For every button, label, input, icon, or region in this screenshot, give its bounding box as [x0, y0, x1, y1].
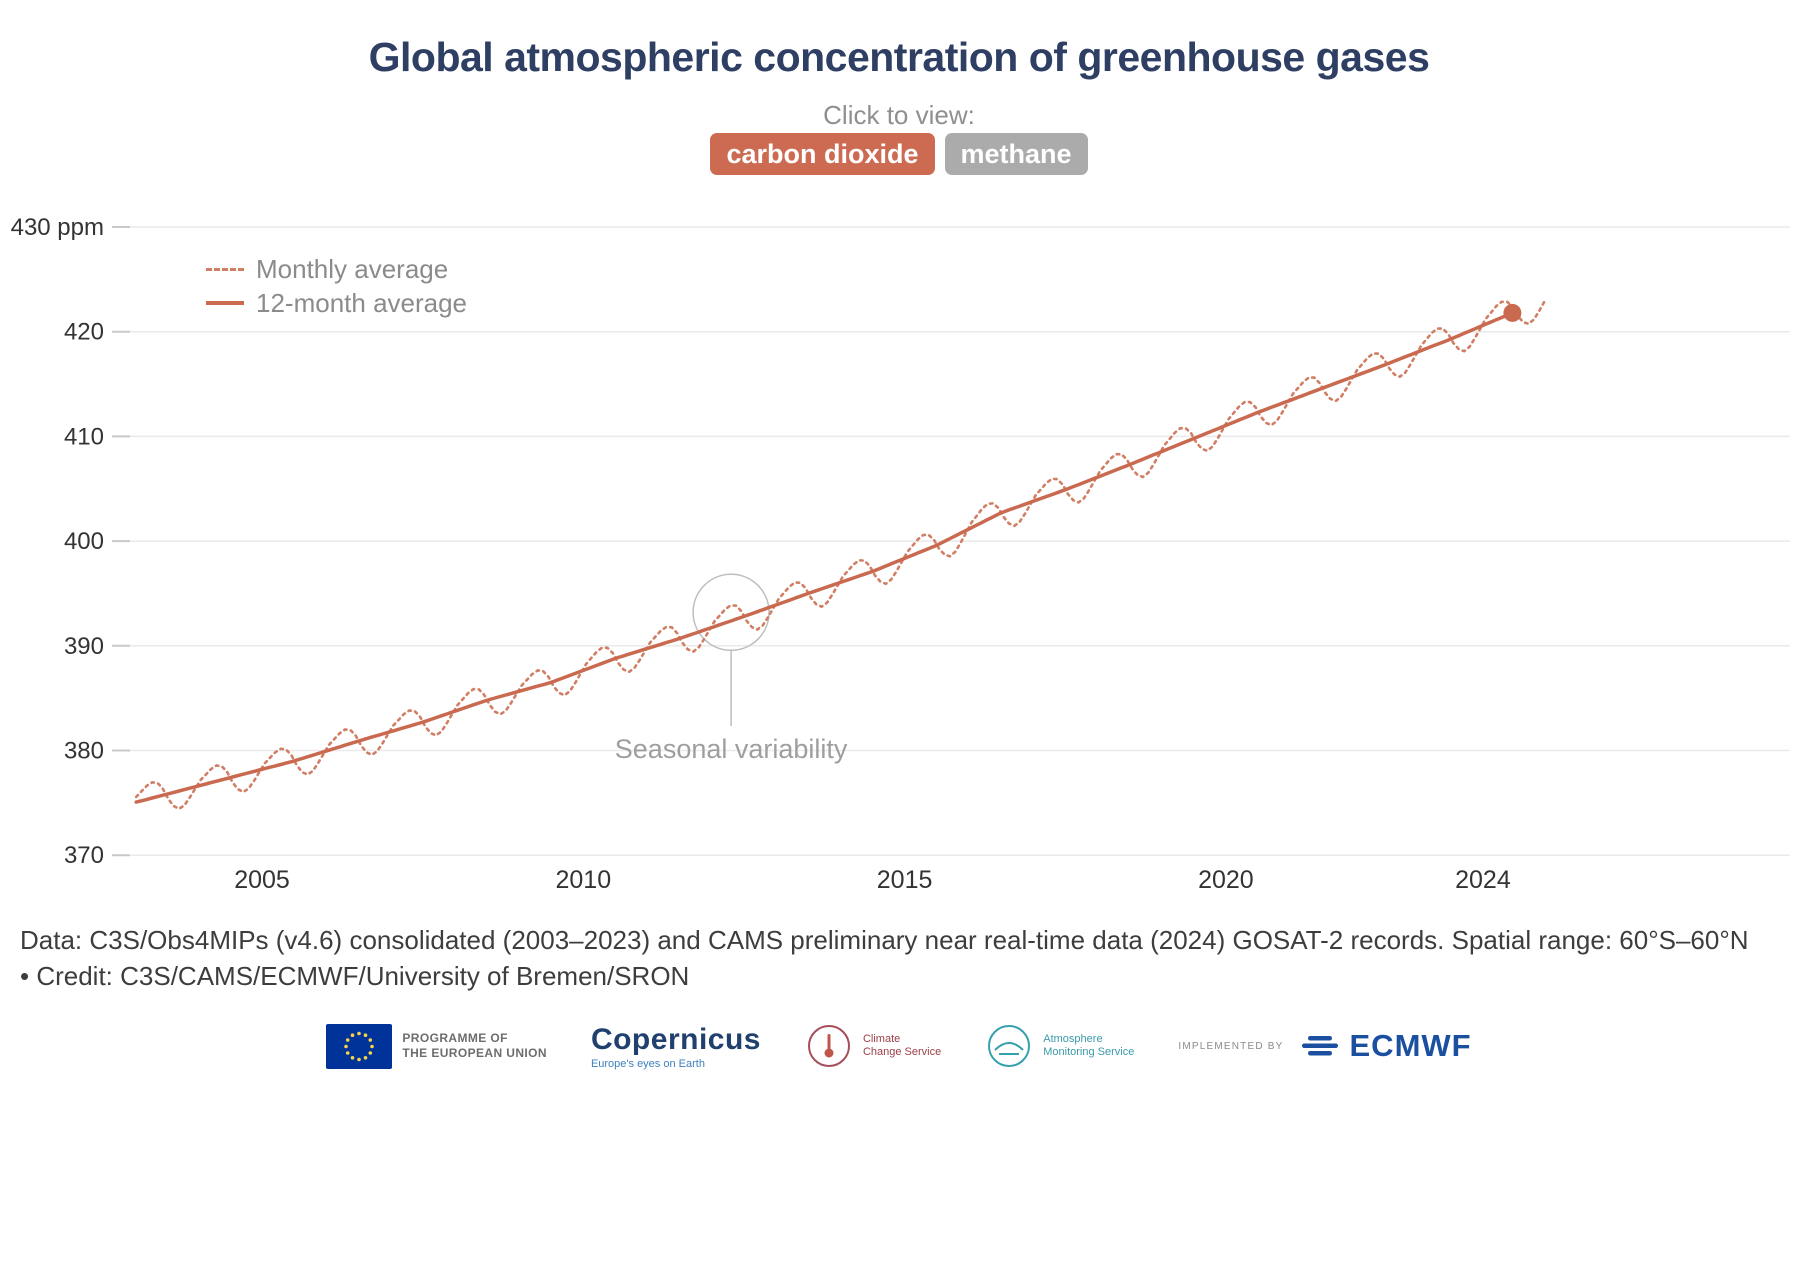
ecmwf-logo: IMPLEMENTED BY ECMWF: [1178, 1028, 1471, 1064]
cams-emblem-icon: [988, 1025, 1031, 1067]
legend-12-month-average: 12-month average: [206, 286, 467, 320]
eu-programme-label: PROGRAMME OF THE EUROPEAN UNION: [402, 1031, 547, 1060]
eu-programme-logo: PROGRAMME OF THE EUROPEAN UNION: [326, 1023, 547, 1069]
copernicus-tagline: Europe's eyes on Earth: [590, 1057, 705, 1070]
c3s-emblem-icon: [807, 1025, 850, 1067]
twelve-month-average-line: [134, 311, 1515, 804]
monthly-average-line-sample: [206, 267, 244, 271]
view-carbon-dioxide-button[interactable]: carbon dioxide: [710, 133, 935, 175]
climate-change-service-logo: Climate Change Service: [805, 1022, 941, 1070]
seasonal-variability-label: Seasonal variability: [615, 734, 848, 764]
twelve-month-average-line-sample: [206, 301, 244, 305]
x-tick-label: 2015: [877, 866, 933, 894]
eu-flag-icon: [326, 1023, 393, 1069]
ecmwf-wordmark: ECMWF: [1349, 1028, 1472, 1063]
cams-label: Atmosphere Monitoring Service: [1043, 1033, 1135, 1058]
x-tick-label: 2010: [555, 866, 611, 894]
footer-credits: Data: C3S/Obs4MIPs (v4.6) consolidated (…: [20, 922, 1784, 994]
page-title: Global atmospheric concentration of gree…: [368, 34, 1430, 80]
latest-value-dot: [1503, 303, 1522, 322]
monthly-average-line: [134, 300, 1546, 811]
eu-flag-star: [346, 1037, 350, 1042]
eu-flag-star: [346, 1050, 350, 1055]
eu-flag-star: [351, 1032, 355, 1037]
implemented-by-label: IMPLEMENTED BY: [1178, 1040, 1284, 1052]
gas-selector: carbon dioxide methane: [0, 133, 1798, 175]
click-to-view-label: Click to view:: [823, 100, 975, 130]
eu-flag-star: [368, 1037, 373, 1042]
legend: Monthly average 12-month average: [206, 252, 467, 320]
c3s-label: Climate Change Service: [862, 1033, 942, 1058]
eu-flag-star: [364, 1032, 368, 1037]
copernicus-logo: Copernicus Europe's eyes on Earth: [591, 1023, 761, 1070]
y-tick-label: 430 ppm: [11, 214, 104, 241]
eu-flag-star: [370, 1044, 375, 1048]
legend-monthly-average: Monthly average: [206, 252, 467, 286]
logo-bar: PROGRAMME OF THE EUROPEAN UNION Copernic…: [0, 1022, 1798, 1070]
y-tick-label: 400: [64, 528, 104, 555]
legend-monthly-average-label: Monthly average: [256, 253, 449, 284]
x-tick-label: 2020: [1198, 866, 1254, 894]
legend-12-month-average-label: 12-month average: [256, 287, 468, 318]
eu-flag-star: [357, 1031, 362, 1035]
y-tick-label: 390: [64, 633, 104, 660]
eu-flag-star: [357, 1057, 362, 1061]
view-methane-button[interactable]: methane: [944, 133, 1088, 175]
eu-flag-star: [344, 1044, 349, 1048]
data-source-line: Data: C3S/Obs4MIPs (v4.6) consolidated (…: [20, 925, 1749, 955]
ecmwf-emblem-icon: [1301, 1036, 1338, 1056]
y-tick-label: 370: [64, 842, 104, 869]
x-tick-label: 2024: [1455, 866, 1511, 894]
x-tick-label: 2005: [234, 866, 290, 894]
y-tick-label: 380: [64, 738, 104, 765]
credit-line: • Credit: C3S/CAMS/ECMWF/University of B…: [20, 961, 690, 991]
eu-flag-star: [368, 1050, 373, 1055]
y-tick-label: 420: [64, 319, 104, 346]
eu-flag-star: [364, 1055, 368, 1060]
eu-flag-star: [351, 1055, 355, 1060]
copernicus-wordmark: Copernicus: [590, 1022, 761, 1056]
y-tick-label: 410: [64, 423, 104, 450]
co2-concentration-chart: 430 ppm 420 410 400 390 380 370 2005 2010 2015 202…: [11, 214, 1790, 894]
atmosphere-monitoring-service-logo: Atmosphere Monitoring Service: [985, 1022, 1134, 1070]
